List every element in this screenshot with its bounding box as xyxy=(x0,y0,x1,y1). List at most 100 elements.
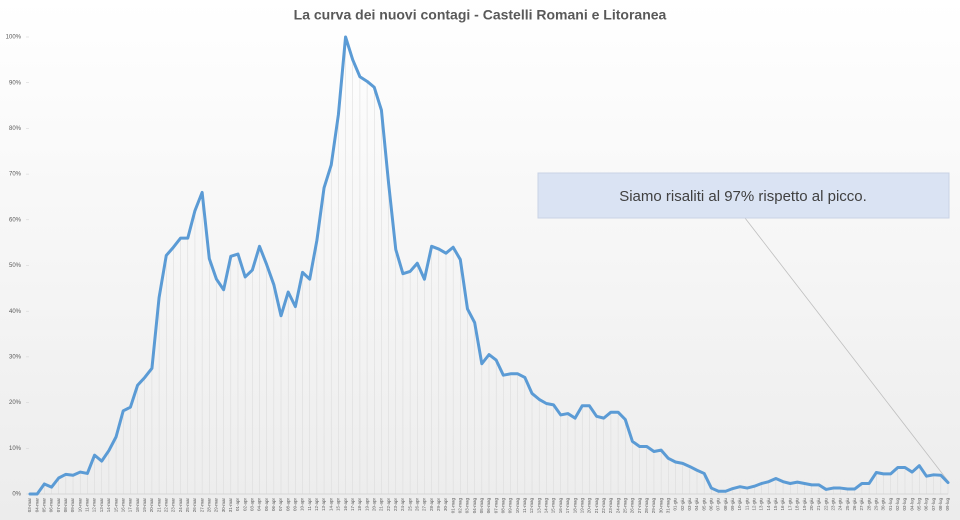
x-tick-label: 14-giu xyxy=(766,498,771,511)
x-tick-label: 21-giu xyxy=(816,498,821,511)
x-tick-label: 21-mar xyxy=(156,498,161,513)
x-tick-label: 06-mar xyxy=(49,498,54,513)
x-tick-label: 04-mar xyxy=(34,498,39,513)
x-tick-label: 26-mag xyxy=(630,498,635,514)
x-tick-label: 14-mag xyxy=(544,498,549,514)
x-tick-label: 27-giu xyxy=(859,498,864,511)
x-tick-label: 04-apr xyxy=(257,498,262,512)
x-tick-label: 11-giu xyxy=(744,498,749,511)
x-tick-label: 11-mar xyxy=(85,498,90,512)
x-tick-label: 21-apr xyxy=(379,498,384,512)
annotation: Siamo risaliti al 97% rispetto al picco. xyxy=(619,188,867,205)
x-tick-label: 03-lug xyxy=(902,498,907,511)
x-tick-label: 13-giu xyxy=(759,498,764,511)
x-tick-label: 24-apr xyxy=(400,498,405,512)
x-tick-label: 09-lug xyxy=(945,498,950,511)
x-tick-label: 02-apr xyxy=(242,498,247,512)
x-tick-label: 15-mar xyxy=(113,498,118,513)
x-tick-label: 12-giu xyxy=(752,498,757,511)
x-tick-label: 18-giu xyxy=(795,498,800,511)
x-tick-label: 05-mar xyxy=(42,498,47,513)
x-tick-label: 01-apr xyxy=(235,498,240,512)
x-tick-label: 06-apr xyxy=(271,498,276,512)
x-tick-label: 19-giu xyxy=(802,498,807,511)
x-tick-label: 23-giu xyxy=(830,498,835,511)
x-tick-label: 29-apr xyxy=(436,498,441,512)
x-tick-label: 07-mar xyxy=(56,498,61,513)
x-tick-label: 30-mag xyxy=(658,498,663,514)
x-tick-label: 31-mar xyxy=(228,498,233,513)
x-tick-label: 10-mag xyxy=(515,498,520,514)
x-tick-label: 17-apr xyxy=(350,498,355,512)
x-tick-label: 07-apr xyxy=(278,498,283,512)
x-tick-label: 11-mag xyxy=(522,498,527,513)
x-tick-label: 17-mag xyxy=(565,498,570,514)
x-tick-label: 03-apr xyxy=(250,498,255,512)
x-tick-label: 06-lug xyxy=(924,498,929,511)
x-tick-label: 02-lug xyxy=(895,498,900,511)
x-tick-label: 07-mag xyxy=(493,498,498,514)
x-tick-label: 03-mag xyxy=(465,498,470,514)
x-tick-label: 07-giu xyxy=(716,498,721,511)
x-tick-label: 02-mag xyxy=(458,498,463,514)
x-tick-label: 13-mag xyxy=(536,498,541,514)
x-tick-label: 24-giu xyxy=(838,498,843,511)
x-tick-label: 12-mar xyxy=(92,498,97,513)
x-tick-label: 17-giu xyxy=(787,498,792,511)
x-tick-label: 27-apr xyxy=(422,498,427,512)
x-tick-label: 22-apr xyxy=(386,498,391,512)
x-tick-label: 16-apr xyxy=(343,498,348,512)
x-tick-label: 04-mag xyxy=(472,498,477,514)
x-tick-label: 26-mar xyxy=(192,498,197,513)
x-tick-label: 06-giu xyxy=(709,498,714,511)
x-tick-label: 09-mar xyxy=(70,498,75,513)
x-tick-label: 25-mar xyxy=(185,498,190,513)
x-tick-label: 12-apr xyxy=(314,498,319,512)
x-tick-label: 08-mag xyxy=(501,498,506,514)
x-tick-label: 19-apr xyxy=(364,498,369,512)
x-tick-label: 22-giu xyxy=(823,498,828,511)
x-tick-label: 16-mag xyxy=(558,498,563,514)
x-tick-label: 01-mag xyxy=(450,498,455,514)
x-tick-label: 19-mar xyxy=(142,498,147,513)
x-tick-label: 05-mag xyxy=(479,498,484,514)
x-tick-label: 18-apr xyxy=(357,498,362,512)
x-tick-label: 27-mag xyxy=(637,498,642,514)
x-tick-label: 26-giu xyxy=(852,498,857,511)
x-tick-label: 07-lug xyxy=(931,498,936,511)
x-tick-label: 29-mar xyxy=(214,498,219,513)
x-tick-label: 29-mag xyxy=(651,498,656,514)
x-tick-label: 10-giu xyxy=(737,498,742,511)
x-tick-label: 02-giu xyxy=(680,498,685,511)
x-tick-label: 30-apr xyxy=(443,498,448,512)
x-tick-label: 14-mar xyxy=(106,498,111,513)
x-tick-label: 15-giu xyxy=(773,498,778,511)
y-tick-label: 100% xyxy=(6,35,22,41)
y-tick-label: 50% xyxy=(9,263,22,269)
y-tick-label: 60% xyxy=(9,217,22,223)
x-tick-label: 10-mar xyxy=(77,498,82,513)
x-tick-label: 20-apr xyxy=(371,498,376,512)
x-tick-label: 30-giu xyxy=(881,498,886,511)
x-tick-label: 30-mar xyxy=(221,498,226,513)
x-tick-label: 18-mar xyxy=(135,498,140,513)
x-tick-label: 08-mar xyxy=(63,498,68,513)
y-tick-label: 20% xyxy=(9,400,22,406)
x-tick-label: 05-lug xyxy=(917,498,922,511)
x-tick-label: 04-lug xyxy=(909,498,914,511)
x-tick-label: 01-giu xyxy=(673,498,678,511)
x-tick-label: 22-mag xyxy=(601,498,606,514)
x-tick-label: 16-giu xyxy=(780,498,785,511)
x-tick-label: 20-mag xyxy=(587,498,592,514)
x-tick-label: 01-lug xyxy=(888,498,893,511)
x-tick-label: 09-mag xyxy=(508,498,513,514)
y-tick-label: 40% xyxy=(9,309,22,315)
y-tick-label: 80% xyxy=(9,126,22,132)
x-tick-label: 20-giu xyxy=(809,498,814,511)
chart-title: La curva dei nuovi contagi - Castelli Ro… xyxy=(294,7,667,23)
y-tick-label: 10% xyxy=(9,446,22,452)
x-tick-label: 28-apr xyxy=(429,498,434,512)
y-tick-label: 0% xyxy=(12,492,21,498)
x-tick-label: 24-mag xyxy=(615,498,620,514)
